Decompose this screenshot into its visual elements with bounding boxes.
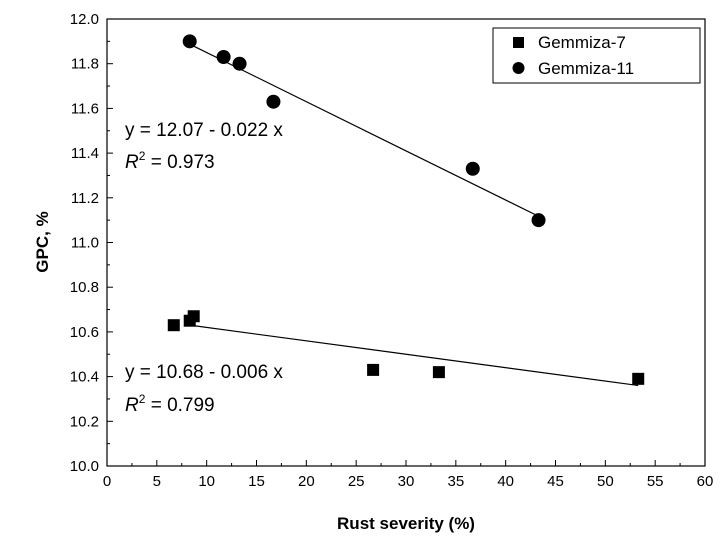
- data-point-square: [632, 372, 645, 385]
- r-exponent: 2: [139, 392, 146, 406]
- x-tick-label: 50: [597, 473, 614, 490]
- x-tick-label: 30: [398, 473, 415, 490]
- data-point-circle: [232, 56, 247, 71]
- data-point-square: [432, 366, 445, 379]
- data-point-circle: [182, 34, 197, 49]
- data-point-square: [167, 319, 180, 332]
- x-tick-label: 10: [198, 473, 215, 490]
- trendline: [189, 43, 539, 217]
- x-axis-title: Rust severity (%): [337, 514, 475, 533]
- y-tick-label: 10.2: [70, 413, 99, 430]
- x-tick-label: 5: [153, 473, 161, 490]
- data-point-circle: [465, 161, 480, 176]
- trendlines: [189, 43, 639, 387]
- y-tick-label: 12.0: [70, 11, 99, 28]
- r-squared-gemmiza-7: R2 = 0.799: [125, 392, 215, 416]
- r-value: = 0.973: [145, 152, 214, 173]
- x-tick-label: 45: [547, 473, 564, 490]
- data-point-square: [367, 363, 380, 376]
- r-exponent: 2: [139, 149, 146, 163]
- legend-label-gemmiza-11: Gemmiza-11: [538, 59, 634, 78]
- equation-gemmiza-11: y = 12.07 - 0.022 x: [125, 120, 283, 141]
- x-tick-label: 0: [103, 473, 111, 490]
- r-symbol: R: [125, 395, 139, 416]
- legend-circle-icon: [512, 62, 525, 74]
- y-tick-label: 11.0: [71, 235, 99, 252]
- data-point-circle: [531, 213, 546, 228]
- r-squared-gemmiza-11: R2 = 0.973: [125, 149, 215, 173]
- x-tick-label: 15: [248, 473, 265, 490]
- r-symbol: R: [125, 152, 139, 173]
- y-tick-label: 10.0: [70, 458, 99, 475]
- x-tick-label: 20: [298, 473, 315, 490]
- y-tick-label: 10.6: [70, 324, 99, 341]
- r-value: = 0.799: [145, 395, 214, 416]
- equation-gemmiza-7: y = 10.68 - 0.006 x: [125, 362, 283, 383]
- data-points: [167, 34, 645, 385]
- x-tick-label: 35: [447, 473, 464, 490]
- legend-box: [492, 27, 701, 84]
- x-tick-label: 60: [697, 473, 714, 490]
- legend: Gemmiza-7 Gemmiza-11: [492, 27, 701, 84]
- x-tick-label: 55: [647, 473, 664, 490]
- axis-ticks: 0 5 10 15 20 25 30 35 40 45 50 55 60 10.0 10.2 10.4 10.6…: [70, 11, 714, 490]
- x-tick-label: 25: [348, 473, 365, 490]
- legend-square-icon: [513, 37, 524, 48]
- y-tick-label: 10.4: [70, 369, 99, 386]
- x-tick-label: 40: [497, 473, 514, 490]
- data-point-square: [187, 310, 200, 323]
- legend-label-gemmiza-7: Gemmiza-7: [538, 33, 626, 52]
- y-axis-title: GPC, %: [33, 211, 52, 272]
- y-tick-label: 11.2: [71, 190, 99, 207]
- y-tick-label: 11.4: [71, 145, 99, 162]
- trendline: [189, 324, 639, 387]
- data-point-circle: [216, 49, 231, 64]
- data-point-circle: [266, 94, 281, 109]
- y-tick-label: 10.8: [70, 279, 99, 296]
- y-tick-label: 11.8: [71, 56, 99, 73]
- y-tick-label: 11.6: [71, 100, 99, 117]
